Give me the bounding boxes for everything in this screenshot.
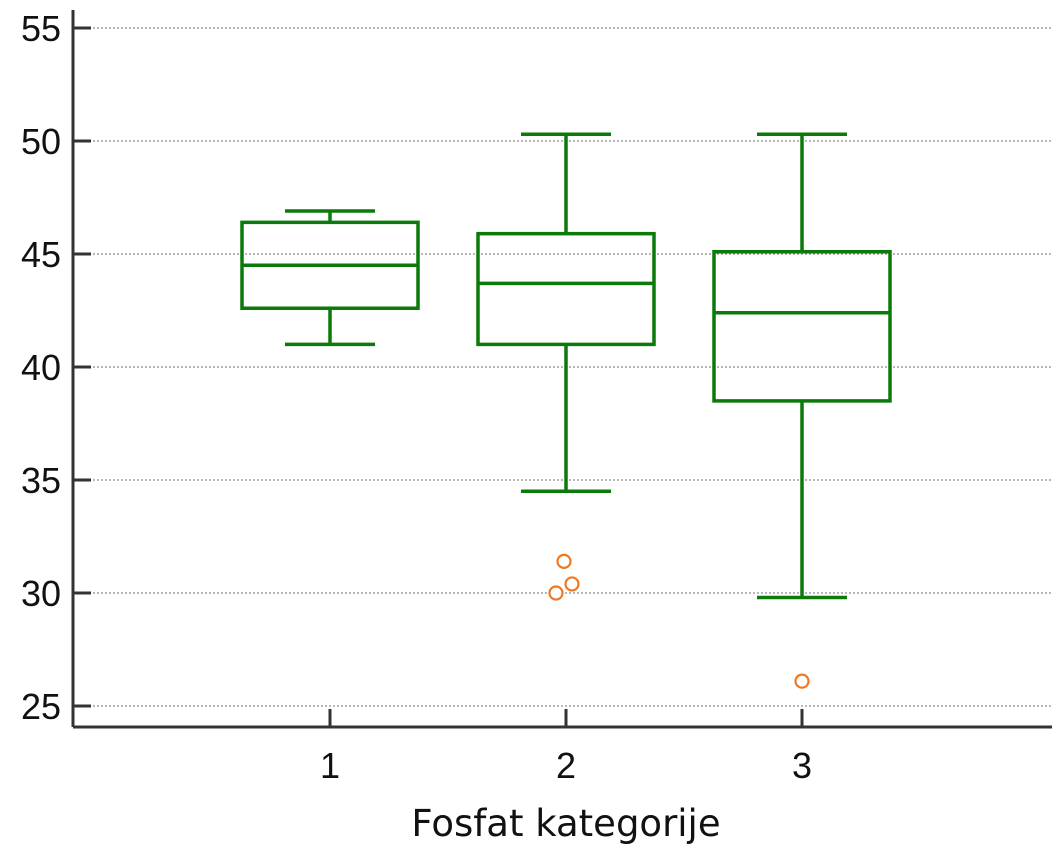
interquartile-box [712,249,892,403]
x-axis-ticks: 1 2 3 [320,709,812,786]
y-tick-label: 30 [21,573,61,614]
y-tick-label: 50 [21,121,61,162]
y-tick-label: 45 [21,234,61,275]
y-tick-label: 35 [21,460,61,501]
box-group-2 [476,132,656,601]
interquartile-box [476,231,656,347]
grid-lines [73,27,1052,707]
outlier-point [564,576,580,592]
x-tick-label: 2 [556,745,576,786]
y-tick-label: 55 [21,8,61,49]
y-axis-ticks: 25 30 35 40 45 50 55 [21,8,91,727]
box-group-3 [712,132,892,689]
y-tick-label: 40 [21,347,61,388]
x-tick-label: 1 [320,745,340,786]
y-tick-label: 25 [21,686,61,727]
box-group-1 [240,209,420,347]
outlier-point [548,585,564,601]
outlier-point [794,673,810,689]
box-series [240,132,892,689]
outlier-point [556,553,572,569]
axes [71,10,1052,729]
x-axis-title: Fosfat kategorije [411,802,720,845]
x-tick-label: 3 [792,745,812,786]
